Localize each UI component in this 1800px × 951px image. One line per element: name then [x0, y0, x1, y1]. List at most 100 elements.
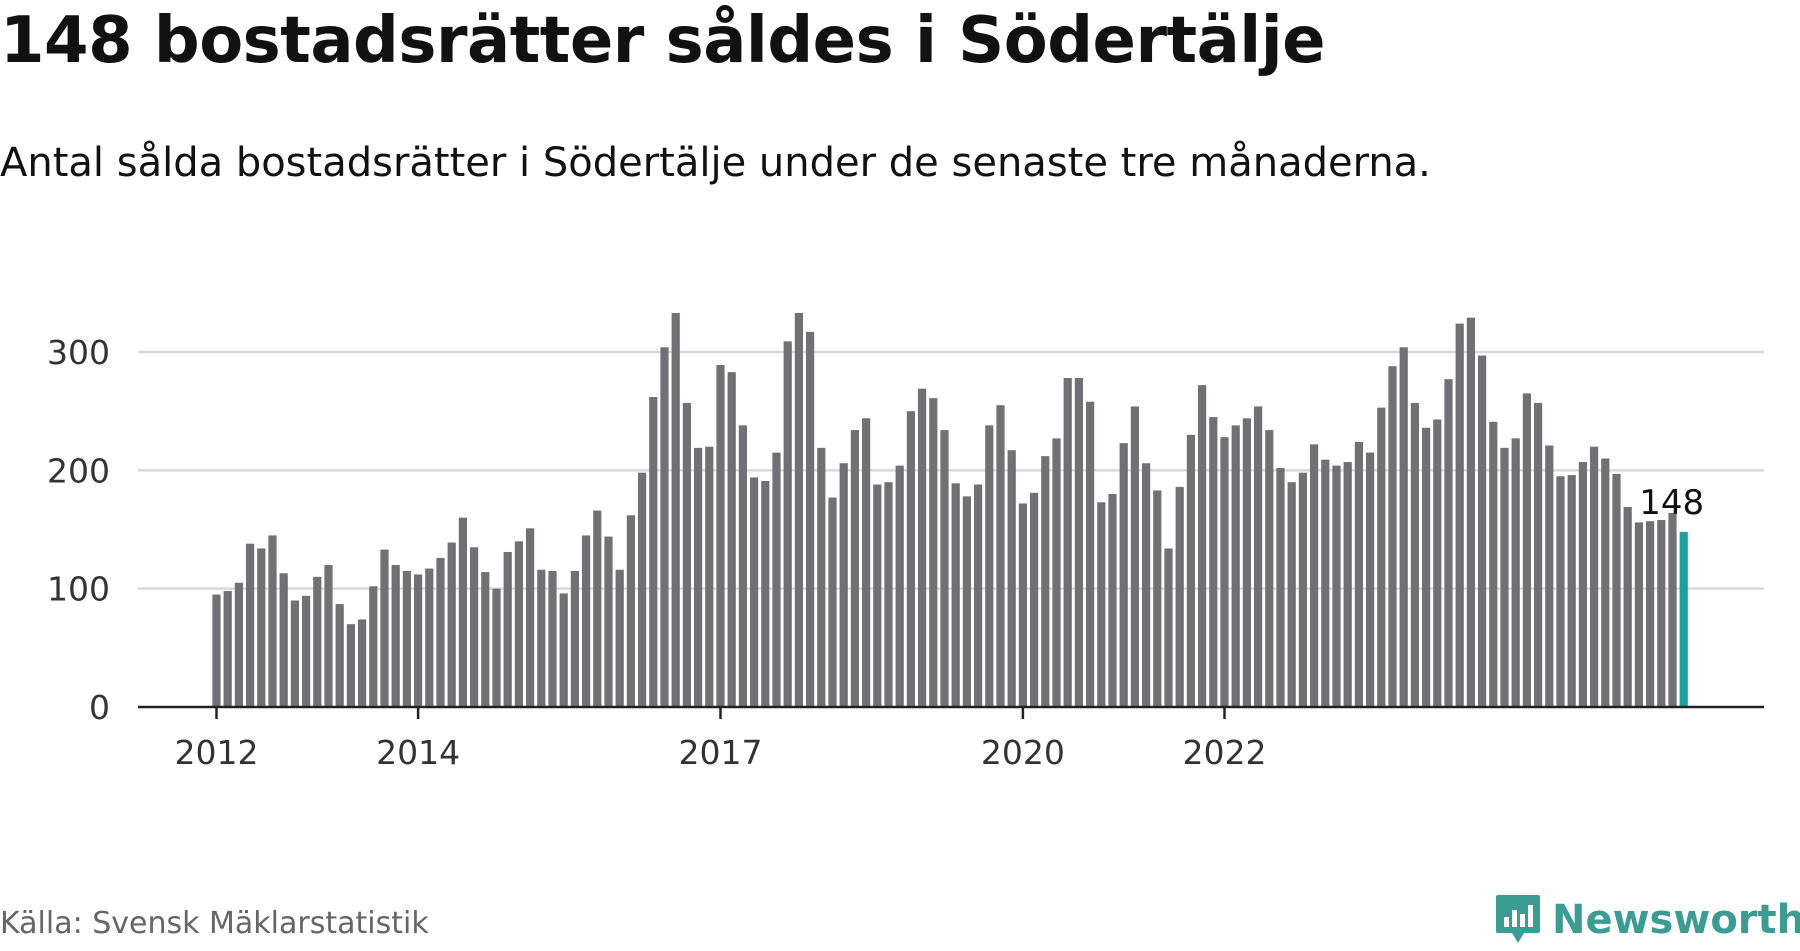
bar [682, 402, 691, 707]
bar [918, 388, 927, 707]
bar [794, 312, 803, 707]
bar [1007, 450, 1016, 707]
bar [862, 418, 871, 707]
bar [996, 405, 1005, 707]
bar [1332, 465, 1341, 707]
bar [481, 572, 490, 707]
bar [1567, 475, 1576, 707]
bar [1153, 490, 1162, 707]
annotations: 148 [1639, 483, 1704, 523]
bar [1668, 512, 1677, 707]
bar [1433, 419, 1442, 707]
bar [615, 569, 624, 707]
bar [1455, 323, 1464, 707]
bar [817, 447, 826, 707]
bar [1242, 418, 1251, 707]
bar [839, 463, 848, 707]
bar [1097, 502, 1106, 707]
bar [1377, 407, 1386, 707]
bar [358, 619, 367, 707]
bar [1601, 458, 1610, 707]
bar [1041, 456, 1050, 707]
bar [1657, 520, 1666, 707]
bar [1086, 401, 1095, 707]
x-tick-label: 2020 [981, 733, 1065, 772]
bar [246, 543, 255, 707]
bar [1623, 507, 1632, 707]
bar [1343, 462, 1352, 707]
bar [1534, 402, 1543, 707]
source-note: Källa: Svensk Mäklarstatistik [0, 906, 429, 941]
bar [279, 573, 288, 707]
bar [761, 480, 770, 707]
bar [638, 472, 647, 707]
x-tick-label: 2012 [175, 733, 259, 772]
bar [716, 365, 725, 707]
bar [1074, 378, 1083, 707]
bar [1646, 521, 1655, 707]
bar [738, 425, 747, 707]
bar [985, 425, 994, 707]
bar [570, 570, 579, 707]
bar [470, 547, 479, 707]
bar [1186, 434, 1195, 707]
bar [1634, 522, 1643, 707]
brand-logo: Newsworthy [1494, 889, 1800, 951]
bar [660, 347, 669, 707]
bar [458, 517, 467, 707]
bar [1556, 476, 1565, 707]
bar [727, 372, 736, 707]
bar [1578, 462, 1587, 707]
bar [514, 541, 523, 707]
bar [1366, 452, 1375, 707]
bar [537, 569, 546, 707]
bar [324, 565, 333, 707]
bar [1478, 355, 1487, 707]
bar [1276, 467, 1285, 707]
bar [1030, 492, 1039, 707]
bar [1511, 438, 1520, 707]
bar [1489, 421, 1498, 707]
bar [1063, 378, 1072, 707]
bar [1422, 427, 1431, 707]
bar [873, 484, 882, 707]
bar [1388, 366, 1397, 707]
bar [1018, 503, 1027, 707]
bar [1522, 393, 1531, 707]
bar [1590, 446, 1599, 707]
bar [1545, 445, 1554, 707]
x-axis-ticks: 2012 2014 2017 2020 2022 [138, 705, 1764, 772]
bar [559, 593, 568, 707]
bar [582, 535, 591, 707]
bar [1198, 385, 1207, 707]
bar [1321, 459, 1330, 707]
bar [671, 312, 680, 707]
bar [369, 586, 378, 707]
bar [313, 576, 322, 707]
bar [772, 452, 781, 707]
bar [1444, 379, 1453, 707]
bar [1142, 463, 1151, 707]
bar [750, 477, 759, 707]
bar [929, 398, 938, 707]
bar [626, 515, 635, 707]
x-tick-label: 2014 [376, 733, 460, 772]
bar [1354, 441, 1363, 707]
bar [783, 341, 792, 707]
bar [290, 600, 299, 707]
bar [380, 549, 389, 707]
bar [884, 482, 893, 707]
bar [492, 588, 501, 707]
bar [806, 331, 815, 707]
bar [402, 570, 411, 707]
bar [268, 535, 277, 707]
bar [850, 430, 859, 707]
bar [1164, 548, 1173, 707]
bar [1399, 347, 1408, 707]
bar [940, 430, 949, 707]
bar [257, 548, 266, 707]
bar [828, 497, 837, 707]
bar [1209, 417, 1218, 707]
bar [425, 568, 434, 707]
